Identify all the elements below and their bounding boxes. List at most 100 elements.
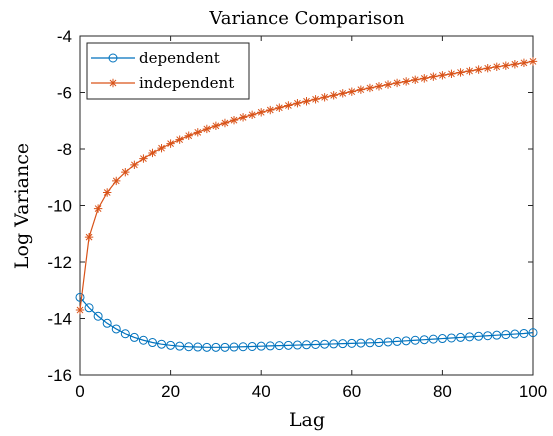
data-point-dependent <box>220 342 230 352</box>
data-point-dependent <box>510 329 520 339</box>
data-point-independent <box>347 87 356 96</box>
data-point-independent <box>438 71 447 80</box>
legend-marker-independent <box>108 78 118 88</box>
data-point-dependent <box>157 339 167 349</box>
data-point-independent <box>238 113 248 122</box>
x-tick-label: 100 <box>519 382 547 401</box>
data-point-dependent <box>274 341 284 351</box>
data-point-independent <box>257 108 266 117</box>
data-point-dependent <box>84 303 94 313</box>
data-point-dependent <box>492 330 502 340</box>
data-point-dependent <box>365 338 375 348</box>
chart-title: Variance Comparison <box>208 8 405 29</box>
data-point-independent <box>411 75 420 84</box>
data-point-dependent <box>474 331 484 341</box>
data-point-independent <box>456 68 465 77</box>
data-point-independent <box>157 143 166 153</box>
data-point-dependent <box>437 334 447 344</box>
data-point-independent <box>329 91 338 100</box>
data-point-independent <box>311 95 320 104</box>
data-point-dependent <box>383 337 393 347</box>
data-point-independent <box>275 103 284 112</box>
data-point-dependent <box>138 335 148 345</box>
data-point-independent <box>193 128 202 137</box>
data-point-dependent <box>419 335 429 345</box>
data-point-independent <box>383 80 393 89</box>
y-tick-label: -4 <box>57 27 72 46</box>
data-point-independent <box>148 148 157 158</box>
data-point-independent <box>492 62 501 71</box>
data-point-dependent <box>75 292 85 302</box>
data-point-dependent <box>483 331 493 341</box>
data-point-independent <box>293 99 302 108</box>
y-tick-label: -10 <box>47 197 72 216</box>
x-tick-label: 60 <box>342 382 361 401</box>
plot-area <box>75 35 538 376</box>
data-point-dependent <box>247 341 257 351</box>
legend-label-dependent: dependent <box>139 49 220 67</box>
data-point-independent <box>166 139 175 148</box>
data-point-independent <box>519 58 529 68</box>
data-point-independent <box>184 131 193 140</box>
data-point-independent <box>474 65 483 74</box>
data-point-dependent <box>347 338 357 348</box>
data-point-dependent <box>292 340 302 350</box>
data-point-dependent <box>229 342 239 352</box>
data-point-independent <box>447 69 456 79</box>
data-point-dependent <box>428 334 438 344</box>
data-point-dependent <box>356 338 366 348</box>
data-point-independent <box>528 57 538 66</box>
data-point-independent <box>130 160 139 170</box>
data-point-dependent <box>265 341 275 351</box>
data-point-dependent <box>528 328 538 338</box>
data-point-dependent <box>456 332 466 342</box>
y-tick-label: -16 <box>47 366 72 385</box>
legend-marker-dependent <box>108 53 118 63</box>
data-point-independent <box>465 66 474 76</box>
data-point-independent <box>320 93 329 102</box>
axis-ticks: 0 20 40 60 80 100 -16 -14 -12 -10 -8 -6 -4 <box>47 27 547 401</box>
x-tick-label: 80 <box>433 382 452 401</box>
data-point-independent <box>75 305 85 315</box>
data-point-independent <box>93 204 103 213</box>
data-point-independent <box>102 188 112 197</box>
data-point-dependent <box>202 342 212 352</box>
data-point-dependent <box>320 339 330 349</box>
data-point-dependent <box>374 338 384 348</box>
data-point-independent <box>401 77 411 86</box>
data-point-dependent <box>111 324 121 334</box>
data-point-independent <box>483 64 492 73</box>
x-axis-label: Lag <box>289 409 325 431</box>
data-point-dependent <box>302 340 311 350</box>
data-point-dependent <box>338 339 348 349</box>
data-point-independent <box>392 78 402 88</box>
data-point-independent <box>338 89 347 98</box>
data-point-dependent <box>175 341 185 351</box>
data-point-independent <box>247 110 257 120</box>
legend-box <box>86 42 250 100</box>
legend: dependent independent <box>86 42 250 100</box>
data-point-independent <box>356 85 366 94</box>
data-point-dependent <box>120 329 130 339</box>
data-point-dependent <box>93 311 103 321</box>
data-point-independent <box>121 167 130 177</box>
data-point-dependent <box>501 330 511 340</box>
data-point-dependent <box>519 328 529 338</box>
data-point-independent <box>202 124 212 134</box>
data-point-independent <box>139 154 148 163</box>
data-point-dependent <box>410 335 420 345</box>
data-point-independent <box>302 97 311 106</box>
data-point-dependent <box>311 339 321 349</box>
data-point-dependent <box>283 340 293 350</box>
data-point-dependent <box>465 332 475 342</box>
data-point-dependent <box>184 342 194 352</box>
data-point-dependent <box>193 342 203 352</box>
series-line-dependent <box>79 296 534 348</box>
data-point-dependent <box>392 336 402 346</box>
data-point-independent <box>429 72 438 81</box>
data-point-independent <box>229 115 239 125</box>
data-point-independent <box>501 61 511 70</box>
legend-label-independent: independent <box>139 74 234 92</box>
data-point-dependent <box>211 342 221 352</box>
